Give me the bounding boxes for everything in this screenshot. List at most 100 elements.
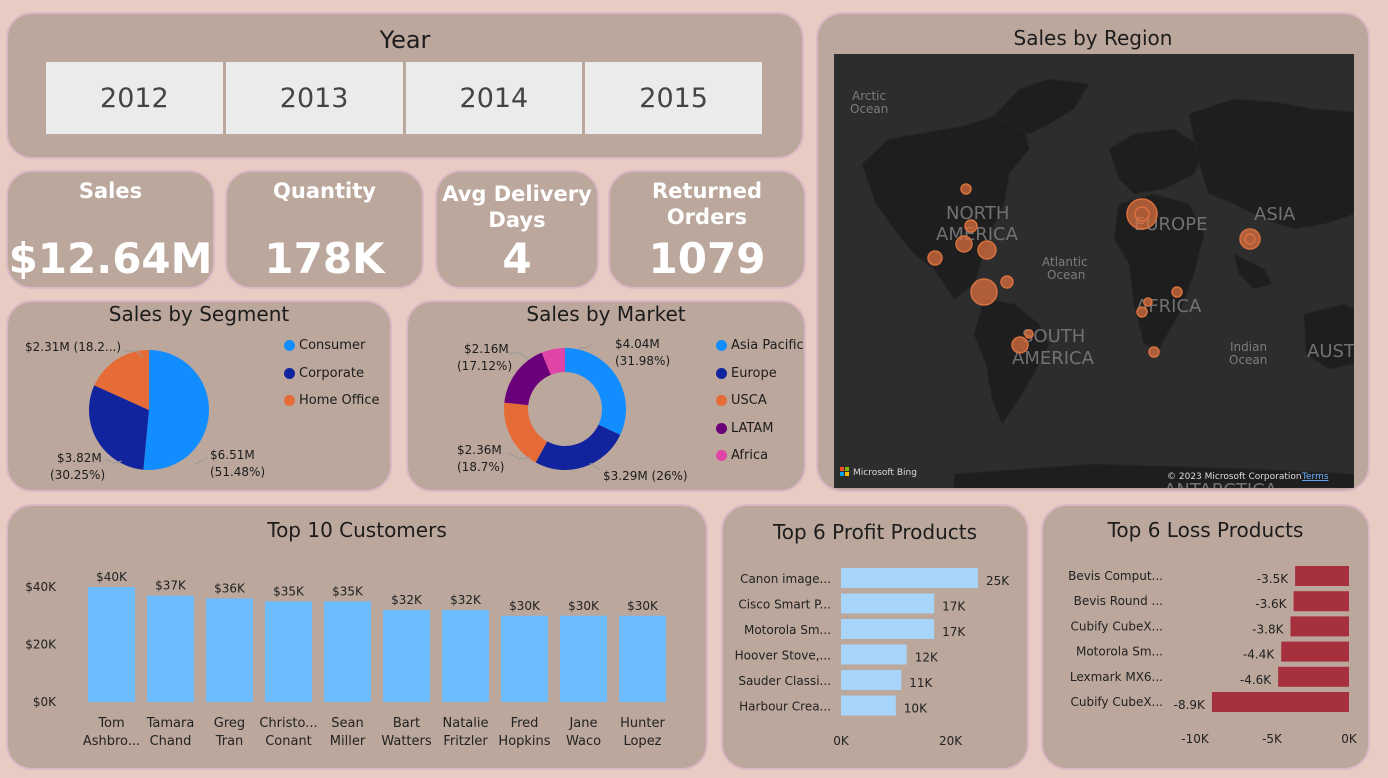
slice-home-office[interactable]: [94, 350, 149, 410]
year-2015-button[interactable]: 2015: [585, 62, 762, 134]
usca-dot-icon: [716, 395, 727, 407]
customers-bar-chart[interactable]: $0K $20K $40K $40K Tom Ashbro... $37K Tamara Cha…: [8, 516, 698, 766]
loss-bar-chart[interactable]: Bevis Comput... -3.5K Bevis Round ... -3.6K…: [1043, 562, 1363, 762]
africa-dot-icon: [716, 450, 727, 462]
customer-bar[interactable]: [88, 587, 135, 702]
customer-bar[interactable]: [619, 615, 666, 702]
profit-product-label: Motorola Sm...: [744, 623, 831, 637]
slice-consumer[interactable]: [143, 350, 210, 470]
customer-bar[interactable]: [206, 598, 253, 703]
customer-value-label: $36K: [214, 582, 246, 596]
customer-bar[interactable]: [501, 615, 548, 702]
customers-card: Top 10 Customers $0K $20K $40K $40K Tom Ashbr…: [6, 504, 708, 770]
profit-bar[interactable]: [841, 593, 935, 614]
bubble-europe[interactable]: [1126, 198, 1158, 230]
map-terms-link[interactable]: Terms: [1301, 472, 1329, 482]
bubble-usa-central[interactable]: [955, 235, 973, 253]
bubble-brazil[interactable]: [1011, 336, 1029, 354]
customer-bar[interactable]: [265, 601, 312, 702]
loss-bar[interactable]: [1278, 666, 1349, 687]
profit-bar[interactable]: [841, 695, 896, 716]
profit-bar[interactable]: [841, 670, 902, 690]
quantity-kpi-card: Quantity 178K: [225, 170, 424, 289]
slice-africa[interactable]: [541, 348, 565, 375]
loss-bar[interactable]: [1211, 692, 1349, 712]
region-title: Sales by Region: [1013, 26, 1173, 50]
customer-bar[interactable]: [442, 610, 489, 702]
slice-europe[interactable]: [535, 424, 621, 470]
bubble-usa-east[interactable]: [977, 240, 997, 260]
profit-bar[interactable]: [841, 644, 907, 665]
customer-name-line2: Ashbro...: [83, 734, 140, 749]
bubble-south-africa[interactable]: [1148, 346, 1160, 358]
customer-name-line1: Fred: [511, 716, 539, 731]
customer-bar[interactable]: [147, 595, 194, 702]
bubble-mexico[interactable]: [927, 250, 943, 266]
market-leader-latam: [507, 352, 529, 360]
customer-bar[interactable]: [324, 601, 371, 702]
bubble-usa-north[interactable]: [964, 219, 978, 233]
market-label-asia-value: $4.04M: [615, 337, 660, 351]
bubble-west-africa-2[interactable]: [1143, 297, 1153, 307]
customers-title: Top 10 Customers: [267, 518, 447, 542]
delivery-kpi-value: 4: [502, 234, 532, 283]
market-legend: Asia Pacific Europe USCA LATAM Africa: [716, 332, 804, 470]
loss-title: Top 6 Loss Products: [1107, 518, 1304, 542]
slice-usca[interactable]: [504, 402, 548, 463]
legend-home-office[interactable]: Home Office: [284, 387, 379, 415]
profit-bar-chart[interactable]: Canon image... 25K Cisco Smart P... 17K Moto…: [723, 562, 1023, 762]
sales-kpi-label: Sales: [78, 179, 143, 203]
delivery-kpi-label-line1: Avg Delivery: [442, 182, 592, 206]
bubble-west-africa[interactable]: [1136, 306, 1148, 318]
customer-bar[interactable]: [383, 610, 430, 702]
legend-corporate-label: Corporate: [299, 365, 364, 381]
loss-product-label: Bevis Round ...: [1074, 594, 1163, 608]
loss-bar[interactable]: [1290, 616, 1349, 637]
customer-name-line2: Watters: [381, 734, 432, 749]
year-2013-button[interactable]: 2013: [225, 62, 406, 134]
bubble-east-africa[interactable]: [1171, 286, 1183, 298]
market-donut-chart[interactable]: $4.04M (31.98%) $3.29M (26%) $2.36M (18.…: [410, 330, 710, 494]
legend-africa[interactable]: Africa: [716, 442, 804, 470]
returned-kpi-card: Returned Orders 1079: [608, 170, 806, 289]
customer-name-line1: Hunter: [620, 716, 665, 731]
year-2014-button[interactable]: 2014: [405, 62, 586, 134]
legend-europe[interactable]: Europe: [716, 360, 804, 388]
profit-bar[interactable]: [841, 568, 978, 588]
slice-latam[interactable]: [504, 352, 551, 406]
bubble-caribbean[interactable]: [1000, 275, 1014, 289]
legend-consumer[interactable]: Consumer: [284, 332, 379, 360]
sales-kpi-value: $12.64M: [8, 234, 213, 283]
customer-bar[interactable]: [560, 615, 607, 702]
bubble-asia[interactable]: [1239, 228, 1261, 250]
year-2012-button[interactable]: 2012: [46, 62, 226, 134]
segment-pie-chart[interactable]: $2.31M (18.2...) $6.51M (51.48%) $3.82M …: [12, 332, 272, 492]
slice-asia-pacific[interactable]: [565, 348, 626, 435]
sales-kpi-card: Sales $12.64M: [6, 170, 215, 289]
loss-bar[interactable]: [1281, 641, 1349, 662]
segment-label-consumer-value: $6.51M: [210, 448, 255, 462]
slice-corporate[interactable]: [88, 385, 149, 470]
segment-label-corporate-pct: (30.25%): [50, 468, 105, 482]
legend-latam[interactable]: LATAM: [716, 415, 804, 443]
profit-title: Top 6 Profit Products: [772, 520, 978, 544]
bubble-central-america[interactable]: [970, 278, 998, 306]
world-map-icon: Arctic Ocean Atlantic Ocean Indian Ocean…: [840, 78, 1354, 488]
legend-asia-pacific[interactable]: Asia Pacific: [716, 332, 804, 360]
segment-title: Sales by Segment: [108, 302, 290, 326]
loss-product-label: Motorola Sm...: [1076, 645, 1163, 659]
bubble-south-america-2[interactable]: [1024, 329, 1034, 339]
profit-value-label: 10K: [904, 702, 928, 716]
profit-product-label: Harbour Crea...: [739, 700, 831, 714]
loss-bar[interactable]: [1293, 591, 1349, 612]
region-map[interactable]: Arctic Ocean Atlantic Ocean Indian Ocean…: [834, 54, 1354, 488]
customers-ytick-label: $40K: [25, 580, 57, 594]
legend-africa-label: Africa: [731, 448, 769, 464]
legend-corporate[interactable]: Corporate: [284, 360, 379, 388]
loss-bar[interactable]: [1295, 566, 1349, 586]
market-leader-usca: [507, 452, 531, 460]
bubble-canada[interactable]: [960, 183, 972, 195]
legend-usca[interactable]: USCA: [716, 387, 804, 415]
profit-bar[interactable]: [841, 619, 935, 639]
loss-value-label: -4.4K: [1243, 648, 1275, 662]
